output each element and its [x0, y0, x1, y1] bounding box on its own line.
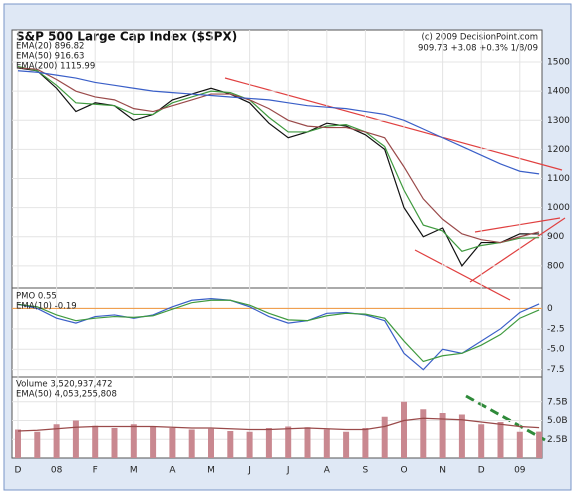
bar [227, 431, 234, 458]
y-tick-label: 1300 [547, 116, 570, 126]
trendline [224, 77, 563, 171]
x-tick-label: 08 [51, 466, 63, 476]
legend-entry: EMA(10) -0.19 [16, 302, 77, 312]
series-line [17, 65, 540, 252]
bar [15, 429, 21, 458]
x-tick-label: 09 [514, 466, 526, 476]
bar [439, 413, 446, 458]
series-line [17, 298, 540, 371]
y-tick-label: 1100 [547, 174, 570, 184]
bar [246, 431, 253, 458]
series-line [17, 417, 540, 432]
x-tick-label: F [93, 466, 98, 476]
quote: 909.73 +3.08 +0.3% 1/8/09 [418, 44, 538, 54]
x-tick-label: J [247, 466, 251, 476]
series-line [17, 67, 540, 267]
y-tick-label: 0 [547, 304, 553, 314]
x-tick-label: O [400, 466, 407, 476]
trendlines [224, 77, 566, 442]
x-tick-label: S [363, 466, 369, 476]
series-line [17, 67, 540, 244]
legend-entry: EMA(200) 1115.99 [16, 62, 95, 72]
bar [458, 414, 465, 458]
legend-entry: EMA(50) 916.63 [16, 52, 84, 62]
bar [150, 426, 157, 458]
bar [401, 401, 407, 458]
bar [130, 424, 137, 458]
x-tick-label: D [478, 466, 485, 476]
bar [343, 431, 350, 458]
y-tick-label: 1400 [547, 87, 570, 97]
bar [536, 431, 543, 458]
x-tick-label: D [15, 466, 22, 476]
trendline [465, 394, 546, 442]
bar [92, 425, 99, 458]
bar [265, 428, 272, 458]
x-tick-label: M [130, 466, 138, 476]
bar [516, 431, 523, 458]
copyright: (c) 2009 DecisionPoint.com [422, 33, 539, 43]
y-tick-label: 2.5B [547, 435, 568, 445]
y-tick-label: -5.0 [547, 345, 565, 355]
bar [208, 428, 214, 458]
y-tick-label: 7.5B [547, 397, 568, 407]
bar [111, 428, 118, 458]
trendline [469, 217, 566, 283]
bar [381, 416, 388, 458]
y-tick-label: 1000 [547, 203, 570, 213]
x-tick-label: A [324, 466, 331, 476]
bar [497, 422, 504, 458]
x-tick-label: M [207, 466, 215, 476]
bar [304, 427, 311, 458]
x-tick-label: N [439, 466, 446, 476]
y-tick-label: 1200 [547, 145, 570, 155]
bar [188, 429, 195, 458]
series-line [17, 299, 540, 363]
y-tick-label: 1500 [547, 58, 570, 68]
y-tick-label: 800 [547, 261, 564, 271]
bar [478, 424, 485, 458]
bar [323, 429, 330, 458]
bar [169, 428, 176, 458]
trendline [414, 249, 511, 301]
y-tick-label: -7.5 [547, 365, 565, 375]
y-tick-label: -2.5 [547, 324, 565, 334]
legend-entry: EMA(50) 4,053,255,808 [16, 390, 117, 400]
legend-entry: PMO 0.55 [16, 292, 57, 302]
legend-entry: Volume 3,520,937,472 [16, 380, 113, 390]
bar [72, 420, 79, 458]
series-line [17, 70, 540, 175]
legend-entry: EMA(20) 896.82 [16, 42, 84, 52]
y-tick-label: 5.0B [547, 416, 568, 426]
x-tick-label: J [286, 466, 290, 476]
trendline [474, 217, 561, 233]
x-tick-label: A [169, 466, 176, 476]
bar [53, 424, 60, 458]
bar [362, 428, 369, 458]
bar [34, 431, 41, 458]
bar [285, 426, 292, 458]
chart-title: S&P 500 Large Cap Index ($SPX) [16, 30, 237, 44]
y-tick-label: 900 [547, 232, 564, 242]
bar [420, 409, 427, 458]
